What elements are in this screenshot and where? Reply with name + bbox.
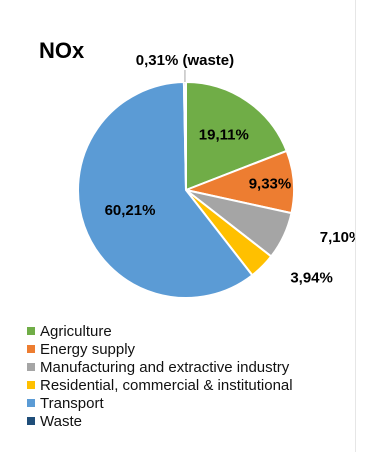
data-labels: 19,11% 9,33% 7,10% 3,94% 60,21% 0,31% (waste)	[105, 52, 355, 286]
legend-swatch	[27, 327, 35, 335]
pie-chart: 19,11% 9,33% 7,10% 3,94% 60,21% 0,31% (waste)	[77, 52, 355, 299]
pie-slice-transport	[77, 80, 254, 299]
legend-item-residential: Residential, commercial & institutional	[27, 376, 357, 394]
pie-slice-waste	[182, 80, 187, 191]
legend-label: Transport	[40, 394, 104, 412]
legend-label: Residential, commercial & institutional	[40, 376, 293, 394]
data-label-transport: 60,21%	[105, 202, 156, 219]
data-label-agriculture: 19,11%	[199, 127, 249, 144]
legend-swatch	[27, 417, 35, 425]
legend-swatch	[27, 363, 35, 371]
data-label-energy-supply: 9,33%	[249, 176, 292, 193]
legend-item-agriculture: Agriculture	[27, 322, 357, 340]
legend-swatch	[27, 345, 35, 353]
legend-item-manufacturing: Manufacturing and extractive industry	[27, 358, 357, 376]
legend-swatch	[27, 399, 35, 407]
legend-item-waste: Waste	[27, 412, 357, 430]
legend-label: Energy supply	[40, 340, 136, 358]
chart-panel: NOx 19,11% 9,33% 7,10% 3,94% 60,21% 0,31% (wa…	[3, 0, 356, 452]
pie-slice-agriculture	[185, 80, 288, 192]
legend-label: Agriculture	[40, 322, 112, 340]
legend: Agriculture Energy supply Manufacturing …	[27, 322, 357, 430]
legend-label: Waste	[40, 412, 82, 430]
pie-slices	[77, 80, 295, 299]
legend-item-energy-supply: Energy supply	[27, 340, 357, 358]
legend-item-transport: Transport	[27, 394, 357, 412]
data-label-manufacturing-and-extractive-industry: 7,10%	[320, 229, 355, 246]
legend-label: Manufacturing and extractive industry	[40, 358, 290, 376]
data-label-residential-commercial-institutional: 3,94%	[290, 269, 333, 286]
legend-swatch	[27, 381, 35, 389]
chart-title: NOx	[39, 38, 85, 63]
data-label-waste: 0,31% (waste)	[136, 52, 234, 69]
